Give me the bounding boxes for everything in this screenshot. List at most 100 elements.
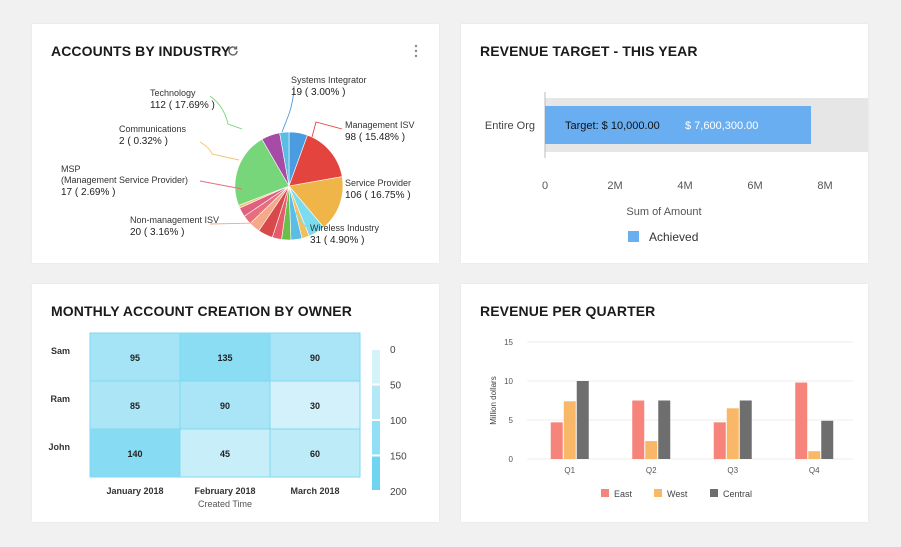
card-title: REVENUE TARGET - THIS YEAR <box>480 43 698 59</box>
bar-central-q2[interactable] <box>658 400 671 460</box>
leader-line-wireless-industry <box>294 211 309 230</box>
heatmap-cell-value: 90 <box>220 401 230 411</box>
revenue-per-quarter-card: REVENUE PER QUARTER 0 5 10 15 Million dollar… <box>461 284 868 522</box>
heatmap-cell[interactable] <box>269 380 361 430</box>
heatmap-cell[interactable] <box>179 428 271 478</box>
color-scale-segment <box>372 385 380 419</box>
bar-east-q3[interactable] <box>713 422 726 459</box>
card-title: ACCOUNTS BY INDUSTRY <box>51 43 231 59</box>
pie-value-wireless-industry: 31 ( 4.90% ) <box>310 235 364 246</box>
x-axis-label: Sum of Amount <box>626 206 701 218</box>
row-label: John <box>49 442 71 452</box>
pie-label-service-provider: Service Provider <box>345 178 411 188</box>
heatmap-cell-value: 140 <box>127 449 142 459</box>
heatmap-cell[interactable] <box>89 428 181 478</box>
accounts-by-industry-card: ACCOUNTS BY INDUSTRY Systems Integrator 1… <box>32 24 439 263</box>
pie-label-communications: Communications <box>119 124 187 134</box>
heatmap-chart: Sam 95 135 90 Ram 85 90 30 John 140 45 60 January 20… <box>49 332 407 509</box>
x-tick-label: 4M <box>677 180 692 192</box>
pie-value-communications: 2 ( 0.32% ) <box>119 136 168 147</box>
row-label: Ram <box>50 394 70 404</box>
bar-east-q2[interactable] <box>632 400 645 460</box>
heatmap-cell-value: 30 <box>310 401 320 411</box>
bar-east-q1[interactable] <box>550 422 563 459</box>
color-scale-tick: 50 <box>390 381 402 392</box>
heatmap-cell-value: 90 <box>310 353 320 363</box>
legend-swatch-east[interactable] <box>601 489 609 497</box>
quarter-bar-chart: 0 5 10 15 Million dollars Q1 Q2 Q3 Q4 East West Cen… <box>489 338 853 499</box>
pie-slice-service-provider[interactable] <box>288 176 344 228</box>
legend-label-central[interactable]: Central <box>723 489 752 499</box>
heatmap-cell[interactable] <box>89 380 181 430</box>
legend-swatch-west[interactable] <box>654 489 662 497</box>
pie-label-wireless-industry: Wireless Industry <box>310 223 380 233</box>
y-tick-label: 5 <box>509 416 514 425</box>
leader-line-non-management-isv <box>209 212 261 225</box>
bar-west-q1[interactable] <box>563 401 576 459</box>
heatmap-cell[interactable] <box>179 332 271 382</box>
legend-label-east[interactable]: East <box>614 489 633 499</box>
color-scale-tick: 200 <box>390 487 407 498</box>
target-label: Target: $ 10,000.00 <box>565 120 660 132</box>
x-tick-label: 6M <box>747 180 762 192</box>
revenue-target-card: REVENUE TARGET - THIS YEAR Entire Org Tar… <box>461 24 868 263</box>
column-label: February 2018 <box>194 486 255 496</box>
card-title: MONTHLY ACCOUNT CREATION BY OWNER <box>51 303 352 319</box>
heatmap-cell[interactable] <box>89 332 181 382</box>
color-scale-tick: 0 <box>390 345 396 356</box>
pie-chart: Systems Integrator 19 ( 3.00% ) Management… <box>61 75 415 246</box>
pie-slice-other[interactable] <box>279 131 290 187</box>
y-tick-label: 15 <box>504 338 513 347</box>
leader-line-management-isv <box>311 121 343 138</box>
achieved-value-label: $ 7,600,300.00 <box>685 120 758 132</box>
refresh-icon[interactable] <box>226 44 240 58</box>
color-scale-segment <box>372 421 380 455</box>
category-label: Entire Org <box>485 120 535 132</box>
column-label: January 2018 <box>106 486 163 496</box>
legend-label-achieved[interactable]: Achieved <box>649 230 698 244</box>
y-tick-label: 10 <box>504 377 513 386</box>
bar-central-q4[interactable] <box>821 420 834 459</box>
x-tick-label: Q4 <box>809 466 820 475</box>
bar-west-q3[interactable] <box>726 408 739 459</box>
pie-value-service-provider: 106 ( 16.75% ) <box>345 190 411 201</box>
pie-value-msp: 17 ( 2.69% ) <box>61 187 115 198</box>
pie-label-non-management-isv: Non-management ISV <box>130 215 219 225</box>
heatmap-cell-value: 45 <box>220 449 230 459</box>
heatmap-cell[interactable] <box>179 380 271 430</box>
pie-label-msp: MSP <box>61 164 81 174</box>
pie-slice-management-isv[interactable] <box>288 134 343 187</box>
pie-label-msp-sub: (Management Service Provider) <box>61 175 188 185</box>
leader-line-msp <box>199 180 243 190</box>
y-axis-label: Million dollars <box>489 376 498 424</box>
bar-west-q2[interactable] <box>645 441 658 459</box>
heatmap-cell-value: 135 <box>217 353 232 363</box>
y-tick-label: 0 <box>509 455 514 464</box>
target-bar-chart: Entire Org Target: $ 10,000.00 $ 7,600,300… <box>485 92 868 244</box>
x-tick-label: Q2 <box>646 466 657 475</box>
bar-central-q3[interactable] <box>739 400 752 460</box>
legend-swatch-central[interactable] <box>710 489 718 497</box>
color-scale-segment <box>372 456 380 490</box>
pie-slice-technology[interactable] <box>234 138 290 206</box>
x-axis-label: Created Time <box>198 499 252 509</box>
heatmap-cell-value: 60 <box>310 449 320 459</box>
x-tick-label: 0 <box>542 180 548 192</box>
achieved-bar[interactable] <box>545 106 812 144</box>
heatmap-cell[interactable] <box>269 428 361 478</box>
more-vertical-icon[interactable] <box>412 43 420 59</box>
leader-line-systems-integrator <box>281 85 295 133</box>
legend-swatch-achieved[interactable] <box>628 231 639 242</box>
monthly-account-creation-card: MONTHLY ACCOUNT CREATION BY OWNER Sam 95 1… <box>32 284 439 522</box>
heatmap-cell[interactable] <box>269 332 361 382</box>
bar-east-q4[interactable] <box>795 382 808 459</box>
x-tick-label: Q3 <box>727 466 738 475</box>
legend-label-west[interactable]: West <box>667 489 688 499</box>
leader-line-communications <box>199 141 240 161</box>
bar-west-q4[interactable] <box>808 451 821 459</box>
pie-label-technology: Technology <box>150 88 196 98</box>
bar-central-q1[interactable] <box>576 381 589 459</box>
leader-line-technology <box>209 95 243 130</box>
column-label: March 2018 <box>290 486 339 496</box>
pie-value-management-isv: 98 ( 15.48% ) <box>345 132 405 143</box>
